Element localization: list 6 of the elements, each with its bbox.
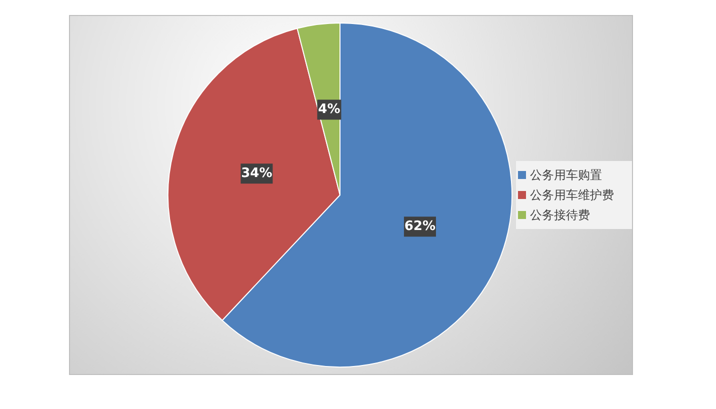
data-label: 62% <box>404 219 436 234</box>
legend-label: 公务接待费 <box>530 208 590 222</box>
data-label: 4% <box>318 102 340 118</box>
data-label: 34% <box>241 166 272 182</box>
legend-label: 公务用车维护费 <box>530 188 614 202</box>
legend-label: 公务用车购置 <box>530 168 602 182</box>
